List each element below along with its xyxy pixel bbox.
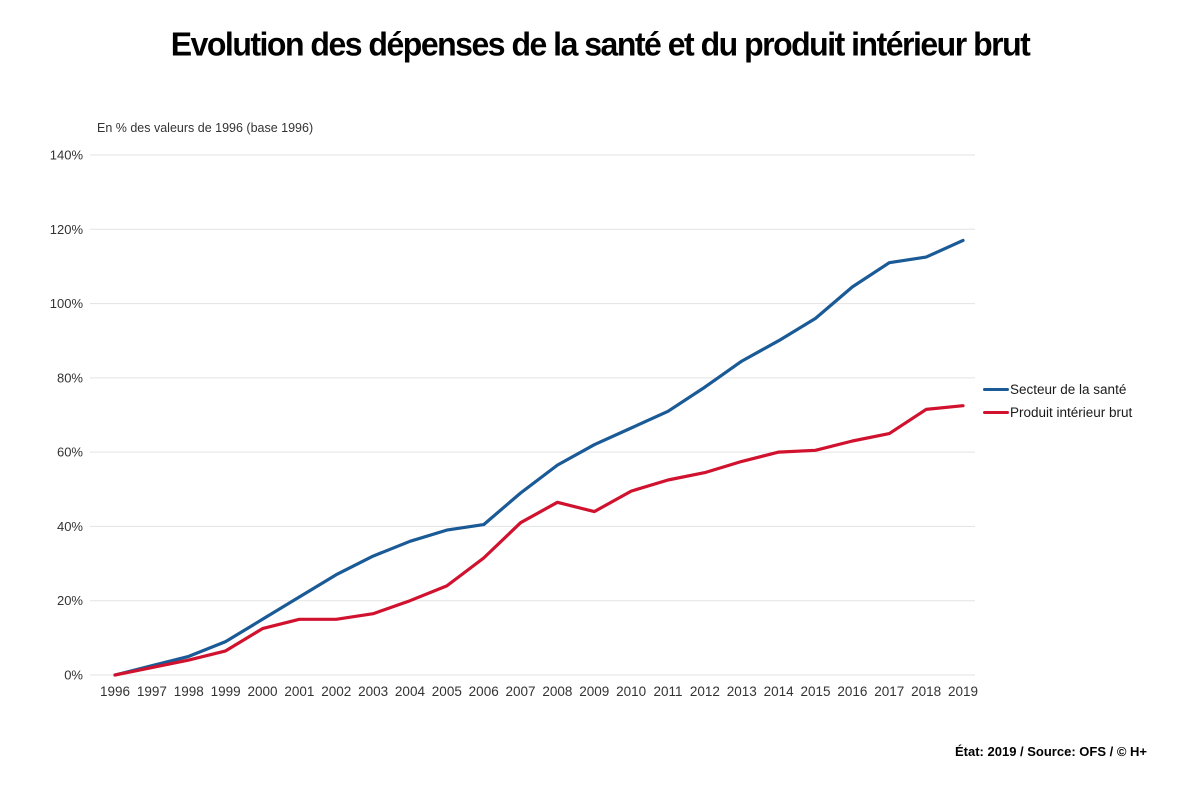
- legend-line-swatch-pib-icon: [983, 411, 1009, 414]
- x-tick-label: 2010: [616, 684, 646, 699]
- x-tick-label: 2008: [542, 684, 572, 699]
- x-tick-label: 2017: [874, 684, 904, 699]
- y-tick-label: 0%: [64, 668, 83, 683]
- x-tick-label: 2000: [247, 684, 277, 699]
- x-tick-label: 2016: [837, 684, 867, 699]
- x-tick-label: 2001: [284, 684, 314, 699]
- x-tick-label: 2019: [948, 684, 978, 699]
- x-tick-label: 1997: [137, 684, 167, 699]
- y-tick-label: 140%: [50, 148, 84, 163]
- legend-line-swatch-sante-icon: [983, 388, 1009, 391]
- y-tick-label: 120%: [50, 222, 84, 237]
- chart-title: Evolution des dépenses de la santé et du…: [170, 25, 1031, 63]
- axis-unit-note: En % des valeurs de 1996 (base 1996): [97, 121, 314, 135]
- legend-label-sante: Secteur de la santé: [1010, 382, 1127, 397]
- legend-item-sante: Secteur de la santé: [983, 381, 1132, 398]
- legend: Secteur de la santé Produit intérieur br…: [983, 381, 1132, 427]
- y-tick-label: 20%: [57, 593, 83, 608]
- x-tick-label: 2005: [432, 684, 462, 699]
- y-tick-label: 40%: [57, 519, 83, 534]
- x-tick-label: 1998: [174, 684, 204, 699]
- source-note: État: 2019 / Source: OFS / © H+: [955, 744, 1147, 759]
- x-tick-label: 2011: [654, 684, 683, 699]
- x-tick-label: 2003: [358, 684, 388, 699]
- x-tick-label: 2018: [911, 684, 941, 699]
- x-tick-label: 2009: [579, 684, 609, 699]
- x-tick-label: 2013: [727, 684, 757, 699]
- legend-label-pib: Produit intérieur brut: [1010, 405, 1133, 420]
- legend-item-pib: Produit intérieur brut: [983, 404, 1132, 421]
- x-tick-label: 2015: [800, 684, 830, 699]
- x-tick-label: 2004: [395, 684, 426, 699]
- y-tick-label: 60%: [57, 445, 83, 460]
- x-tick-label: 1996: [100, 684, 130, 699]
- y-tick-label: 80%: [57, 370, 83, 385]
- series-line-pib: [113, 404, 965, 677]
- x-tick-label: 2007: [506, 684, 536, 699]
- x-tick-label: 2002: [321, 684, 351, 699]
- x-tick-label: 2006: [469, 684, 499, 699]
- x-tick-label: 2014: [764, 684, 795, 699]
- series-line-sante: [113, 238, 965, 677]
- x-tick-label: 2012: [690, 684, 720, 699]
- x-tick-label: 1999: [211, 684, 241, 699]
- y-tick-label: 100%: [50, 296, 84, 311]
